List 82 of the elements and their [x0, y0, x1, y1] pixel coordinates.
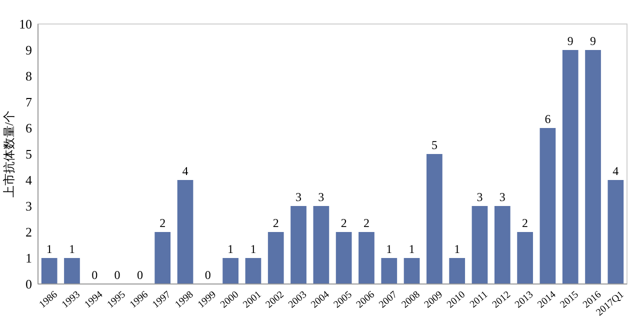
data-label: 2	[340, 216, 347, 230]
data-label: 3	[476, 190, 483, 204]
bar	[585, 50, 601, 284]
data-label: 2	[363, 216, 370, 230]
x-tick-label: 1996	[128, 289, 150, 311]
x-tick-label: 2014	[536, 289, 558, 311]
y-tick-label: 6	[26, 120, 32, 136]
x-tick-label: 1999	[196, 289, 218, 311]
data-label: 1	[46, 242, 52, 256]
data-label: 1	[228, 242, 234, 256]
data-label: 0	[92, 268, 98, 282]
data-label: 9	[567, 34, 574, 48]
data-label: 1	[68, 242, 75, 256]
x-tick-label: 2003	[286, 289, 309, 311]
data-label: 4	[612, 164, 619, 178]
x-tick-label: 2001	[241, 289, 264, 311]
x-tick-label: 2009	[422, 289, 445, 311]
data-label: 1	[386, 242, 392, 256]
data-label: 3	[296, 190, 302, 204]
bar	[177, 180, 194, 284]
x-tick-label: 2002	[264, 289, 286, 311]
bar	[268, 232, 284, 284]
x-tick-label: 2012	[490, 289, 513, 311]
bar	[41, 258, 58, 284]
bar	[472, 206, 488, 284]
bar	[222, 258, 238, 284]
data-label: 4	[182, 164, 188, 178]
data-label: 6	[544, 112, 551, 126]
bar	[449, 258, 466, 284]
bar	[336, 232, 352, 284]
x-tick-label: 1995	[105, 289, 128, 311]
y-tick-label: 1	[26, 250, 32, 266]
y-tick-label: 4	[26, 172, 32, 188]
bar	[64, 258, 80, 284]
bar	[381, 258, 398, 284]
data-label: 2	[522, 216, 528, 230]
x-tick-label: 2008	[400, 289, 422, 311]
bar	[290, 206, 306, 284]
bar	[154, 232, 171, 284]
bar	[313, 206, 330, 284]
bar	[245, 258, 262, 284]
data-label: 0	[136, 268, 143, 282]
data-label: 1	[408, 242, 415, 256]
x-tick-label: 2000	[218, 289, 241, 311]
x-tick-label: 1998	[173, 289, 196, 311]
bar	[608, 180, 624, 284]
y-tick-label: 8	[26, 68, 32, 84]
data-label: 2	[272, 216, 279, 230]
data-label: 3	[318, 190, 324, 204]
y-tick-label: 10	[19, 16, 32, 32]
y-tick-label: 5	[26, 146, 32, 162]
bar	[517, 232, 533, 284]
x-tick-label: 2010	[445, 289, 468, 311]
x-tick-label: 2005	[332, 289, 354, 311]
bar	[540, 128, 556, 284]
y-tick-label: 3	[26, 198, 32, 214]
x-tick-label: 2013	[513, 289, 536, 311]
y-tick-label: 7	[26, 94, 32, 110]
y-axis-title: 上市抗体数量/个	[2, 110, 16, 198]
bar	[358, 232, 374, 284]
data-label: 1	[454, 242, 460, 256]
y-tick-label: 2	[26, 224, 32, 240]
x-tick-label: 2004	[309, 289, 332, 311]
x-tick-label: 2011	[468, 289, 490, 310]
y-tick-label: 9	[26, 42, 32, 58]
bar	[404, 258, 420, 284]
data-label: 0	[114, 268, 120, 282]
x-tick-label: 1986	[37, 289, 60, 311]
y-tick-label: 0	[26, 276, 32, 292]
x-tick-label: 2006	[354, 289, 377, 311]
data-label: 9	[590, 34, 596, 48]
data-label: 5	[431, 138, 438, 152]
data-label: 3	[499, 190, 506, 204]
data-label: 1	[250, 242, 256, 256]
bar	[494, 206, 510, 284]
x-tick-label: 1994	[82, 289, 106, 311]
x-tick-label: 2015	[558, 289, 581, 311]
x-tick-label: 1993	[60, 289, 82, 311]
data-label: 0	[204, 268, 211, 282]
bar	[562, 50, 578, 284]
bar	[426, 154, 442, 284]
data-label: 2	[160, 216, 166, 230]
